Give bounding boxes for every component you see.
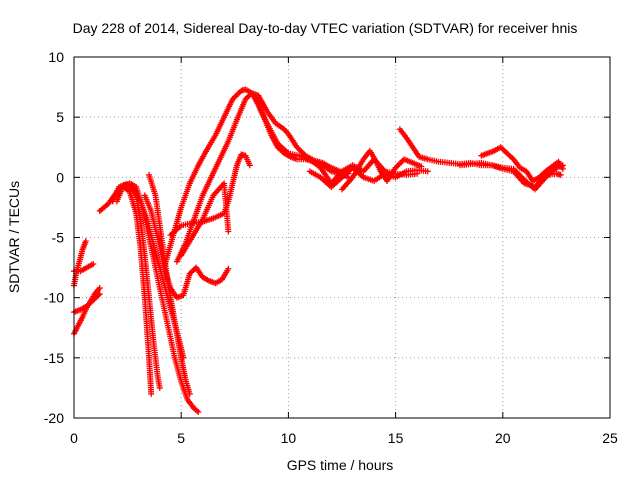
data-point <box>232 93 239 100</box>
data-point <box>296 147 303 154</box>
axis-ticks: 0 5 10 15 20 25 -20 -15 -10 -5 0 5 10 <box>44 49 618 446</box>
x-tick-label: 0 <box>70 430 78 446</box>
x-tick-label: 20 <box>495 430 511 446</box>
series-arc-19 <box>456 159 566 193</box>
data-point <box>246 162 253 169</box>
series-arc-9 <box>124 183 187 361</box>
x-tick-label: 5 <box>177 430 185 446</box>
x-axis-label: GPS time / hours <box>287 457 394 473</box>
data-point <box>148 390 155 397</box>
data-point <box>418 163 425 170</box>
y-tick-label: 10 <box>48 49 64 65</box>
data-point <box>82 238 89 245</box>
data-point <box>96 291 103 298</box>
x-tick-label: 10 <box>281 430 297 446</box>
data-point <box>225 228 232 235</box>
y-tick-label: -5 <box>52 230 65 246</box>
x-tick-label: 25 <box>602 430 618 446</box>
data-point <box>156 384 163 391</box>
y-tick-label: -10 <box>44 290 64 306</box>
data-point <box>557 171 564 178</box>
data-marks <box>71 86 566 415</box>
data-point <box>195 408 202 415</box>
y-tick-label: 5 <box>56 109 64 125</box>
data-point <box>90 260 97 267</box>
series-arc-13 <box>167 151 253 239</box>
data-point <box>233 91 240 98</box>
series-arc-3 <box>71 285 103 337</box>
series-arc-20 <box>478 144 566 184</box>
series-arc-17 <box>339 147 425 193</box>
data-point <box>424 168 431 175</box>
y-tick-label: -20 <box>44 410 64 426</box>
data-point <box>235 90 242 97</box>
data-point <box>559 165 566 172</box>
series-arc-14 <box>178 180 232 259</box>
chart-title: Day 228 of 2014, Sidereal Day-to-day VTE… <box>73 20 578 36</box>
data-point <box>225 265 232 272</box>
y-tick-label: 0 <box>56 169 64 185</box>
series-arc-16 <box>306 164 431 190</box>
data-point <box>186 390 193 397</box>
y-tick-label: -15 <box>44 350 64 366</box>
data-point <box>396 160 403 167</box>
data-point <box>96 285 103 292</box>
x-tick-label: 15 <box>388 430 404 446</box>
series-arc-1 <box>71 238 89 289</box>
series-arc-18 <box>396 126 564 190</box>
data-point <box>180 354 187 361</box>
data-point <box>395 161 402 168</box>
y-axis-label: SDTVAR / TECUs <box>6 181 22 293</box>
